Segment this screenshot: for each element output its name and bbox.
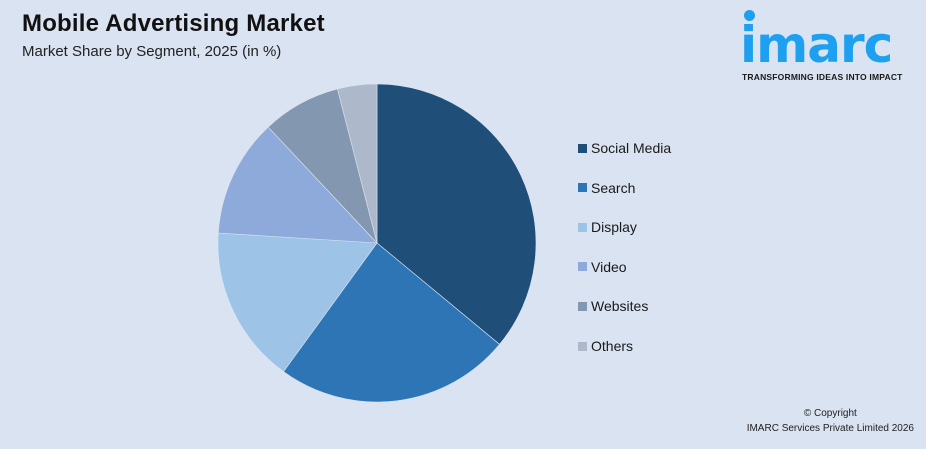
legend-label: Video (591, 258, 627, 275)
chart-title: Mobile Advertising Market (22, 10, 325, 37)
pie-slice-social-media (376, 83, 537, 345)
logo-dot-icon (744, 10, 755, 21)
pie-slice-video (217, 126, 378, 244)
legend-swatch-icon (578, 341, 587, 351)
legend-swatch-icon (578, 262, 587, 272)
chart-subtitle: Market Share by Segment, 2025 (in %) (22, 43, 282, 60)
legend-label: Others (591, 338, 634, 354)
legend-swatch-icon (578, 183, 587, 193)
legend-label: Social Media (591, 140, 672, 156)
copyright-line-1: © Copyright (803, 408, 857, 419)
legend-item-websites: Websites (578, 296, 648, 316)
copyright-line-2: IMARC Services Private Limited 2026 (746, 423, 914, 434)
legend-item-search: Search (578, 178, 635, 198)
legend-item-display: Display (578, 217, 637, 237)
legend-item-others: Others (578, 336, 633, 356)
legend-item-social-media: Social Media (578, 138, 671, 158)
pie-slice-search (283, 242, 500, 403)
legend-swatch-icon (578, 301, 587, 311)
legend-swatch-icon (578, 143, 587, 153)
pie-slice-display (217, 232, 378, 373)
pie-slice-others (337, 83, 378, 244)
copyright-notice: © Copyright IMARC Services Private Limit… (747, 406, 914, 436)
logo-tagline: TRANSFORMING IDEAS INTO IMPACT (742, 72, 903, 82)
legend-label: Websites (591, 298, 649, 315)
legend-label: Display (591, 219, 637, 236)
legend-swatch-icon (578, 222, 587, 232)
legend-item-video: Video (578, 257, 627, 277)
legend-label: Search (591, 179, 636, 196)
logo-wordmark: imarc (740, 16, 893, 74)
imarc-logo: imarc TRANSFORMING IDEAS INTO IMPACT (740, 6, 920, 86)
